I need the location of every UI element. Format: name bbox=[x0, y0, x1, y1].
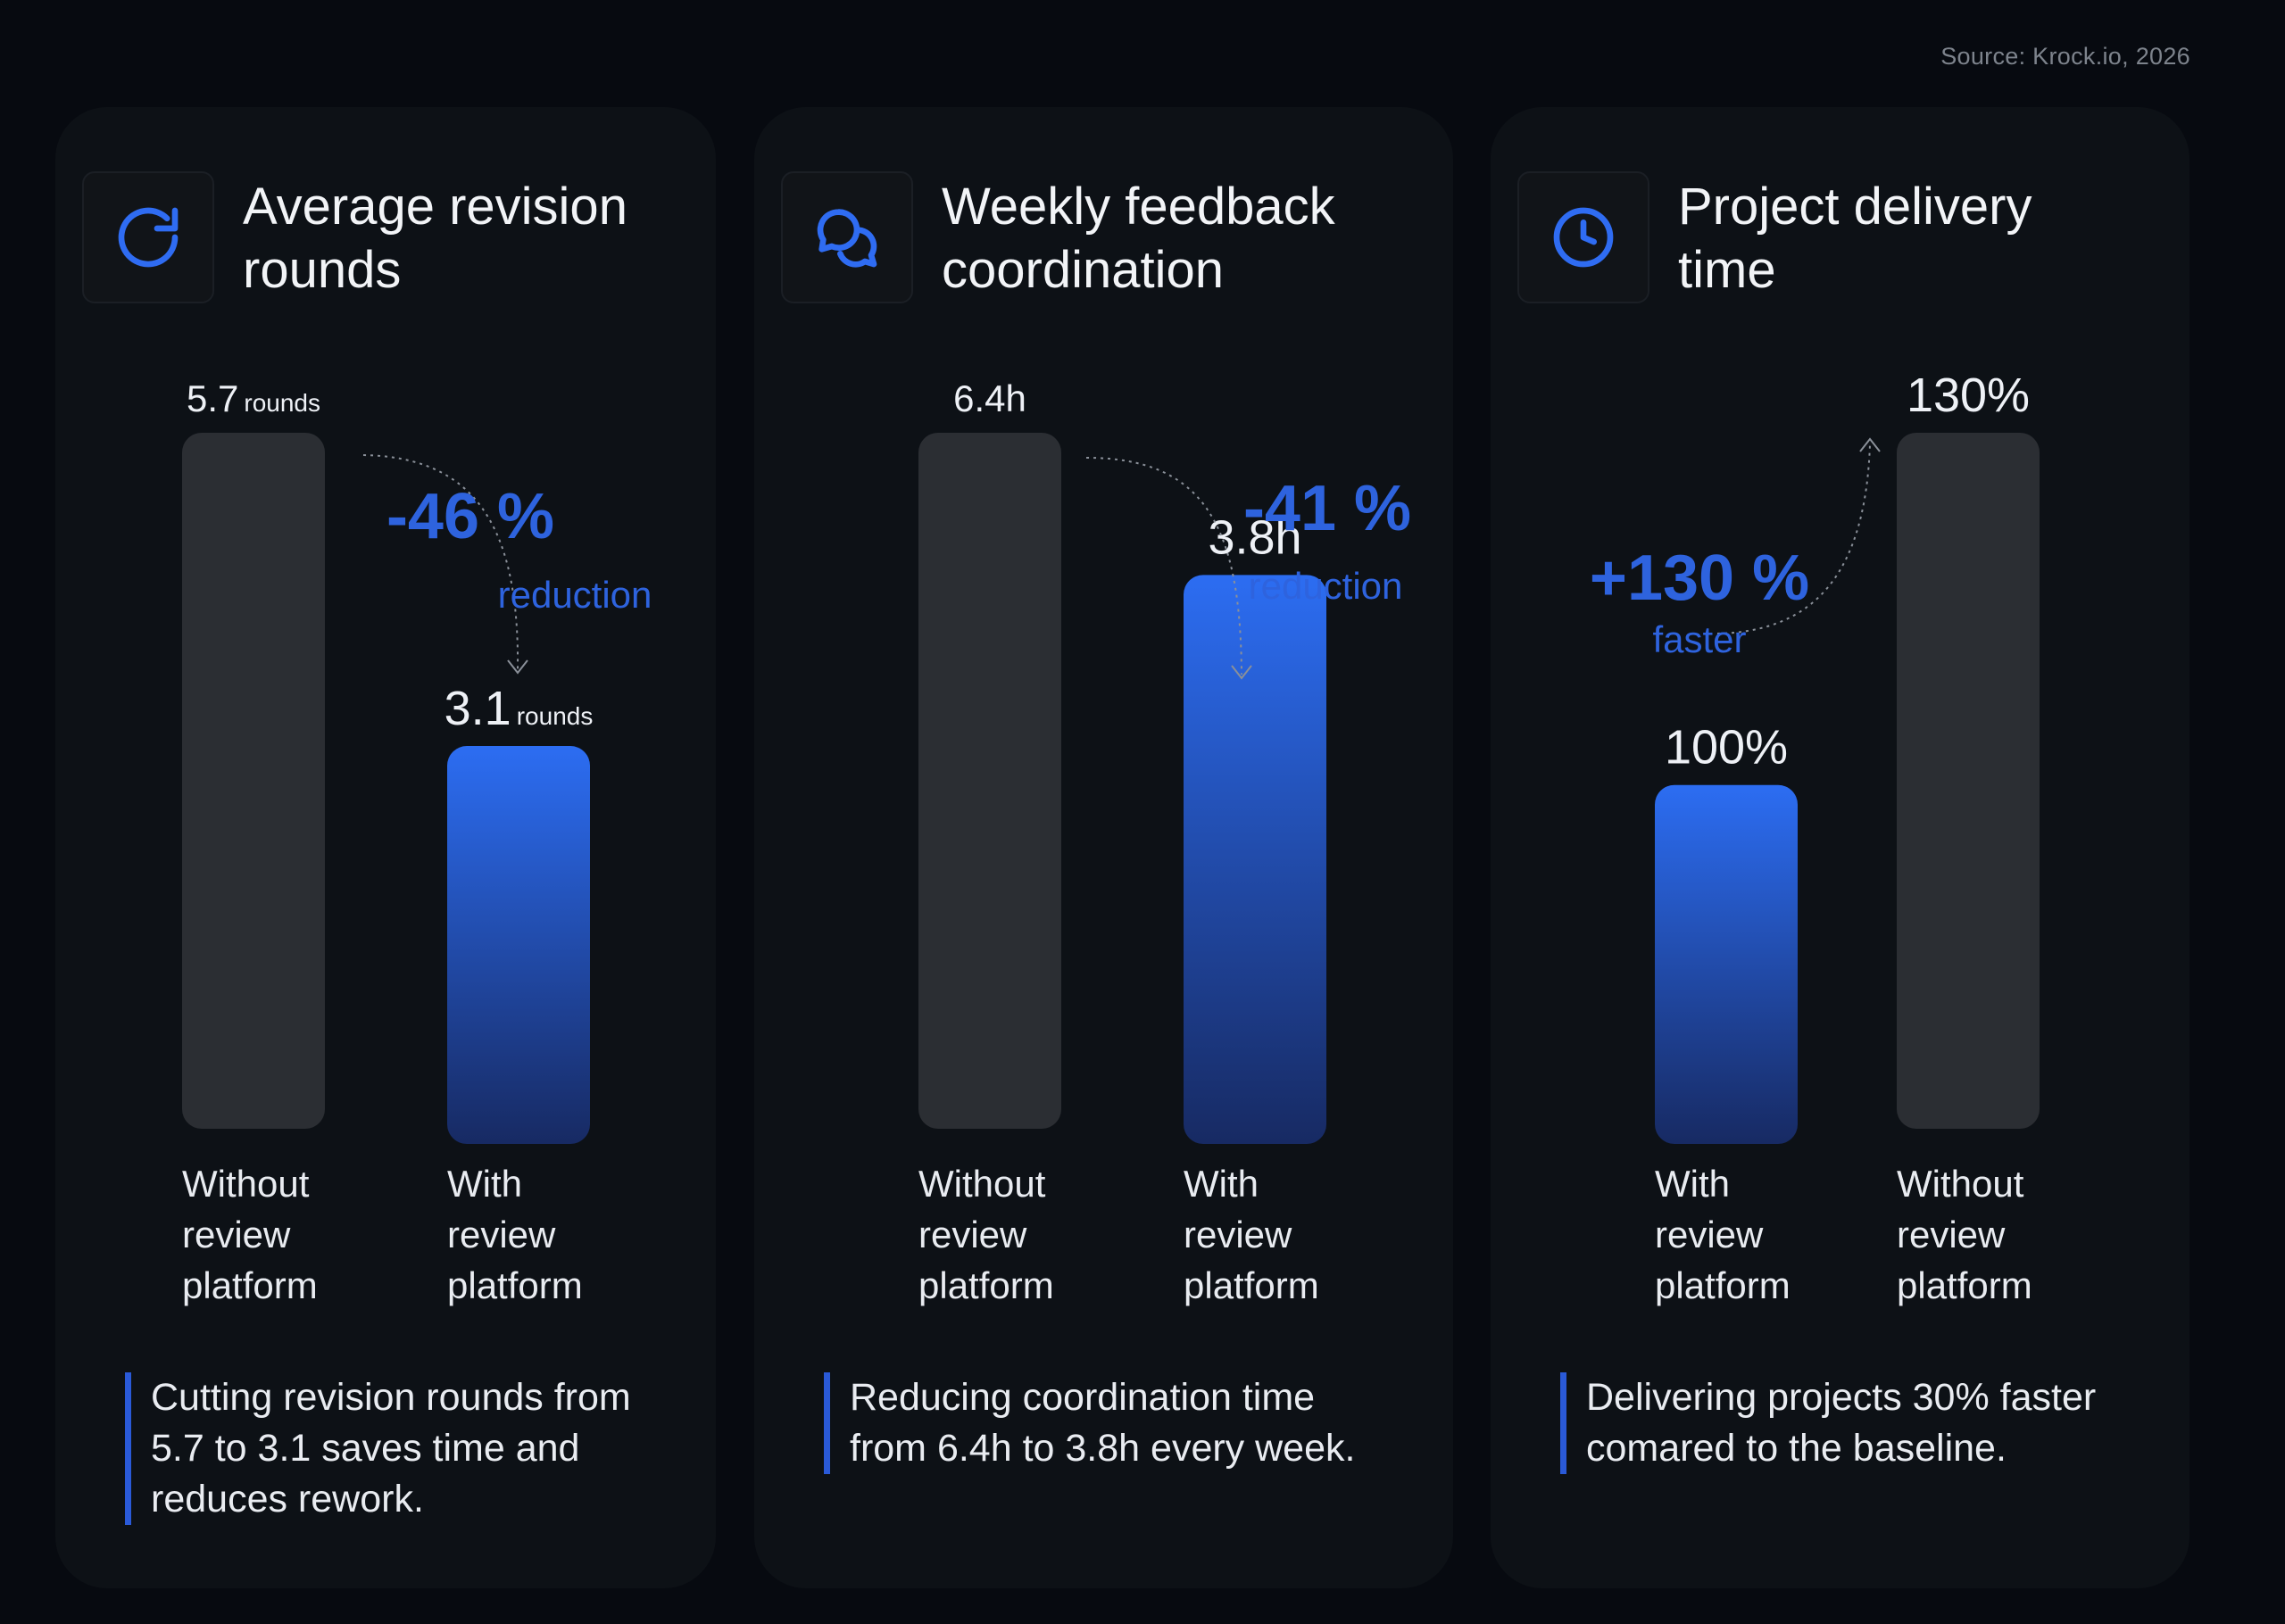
trend-arrow-head bbox=[507, 659, 528, 675]
bar-label-with: With review platform bbox=[447, 1163, 583, 1306]
bar-2 bbox=[1897, 433, 2040, 1129]
delivery-time-chart: 100% 130% bbox=[1655, 369, 2040, 1144]
bar-label-without: Without review platform bbox=[182, 1163, 318, 1306]
bar-label-with: With review platform bbox=[1184, 1163, 1319, 1306]
delivery-time-card: Project delivery time 100% 130% +130 % fa… bbox=[1491, 107, 2189, 1588]
refresh-icon bbox=[82, 171, 214, 303]
value-label-2: 3.8h bbox=[1208, 510, 1301, 564]
bar-label-without: Without review platform bbox=[1897, 1163, 2032, 1306]
card-title: Average revision rounds bbox=[243, 178, 627, 299]
feedback-coordination-chart: 6.4h 3.8h bbox=[918, 377, 1326, 1144]
card-note: Delivering projects 30% faster comared t… bbox=[1560, 1372, 2104, 1474]
value-label-1: 5.7 rounds bbox=[187, 377, 320, 419]
card-note: Reducing coordination time from 6.4h to … bbox=[824, 1372, 1367, 1474]
delta-label: reduction bbox=[497, 574, 652, 616]
card-title: Project delivery time bbox=[1678, 178, 2032, 299]
trend-arrow bbox=[1085, 457, 1242, 675]
bar-2 bbox=[1184, 575, 1326, 1144]
bar-1 bbox=[1655, 784, 1798, 1144]
bar-1 bbox=[182, 433, 325, 1129]
revision-rounds-card: Average revision rounds 5.7 rounds 3.1 roun… bbox=[55, 107, 716, 1588]
delta-label: reduction bbox=[1248, 565, 1403, 607]
value-label-2: 3.1 rounds bbox=[445, 682, 594, 735]
delta-value: -46 % bbox=[386, 481, 555, 552]
source-note: Source: Krock.io, 2026 bbox=[1940, 43, 2190, 70]
bar-label-without: Without review platform bbox=[918, 1163, 1054, 1306]
bar-label-with: With review platform bbox=[1655, 1163, 1791, 1306]
bar-1 bbox=[918, 433, 1061, 1129]
feedback-coordination-card: Weekly feedback coordination 6.4h 3.8h -4… bbox=[754, 107, 1453, 1588]
delta-value: +130 % bbox=[1589, 543, 1810, 614]
trend-arrow bbox=[362, 454, 519, 670]
revision-rounds-chart: 5.7 rounds 3.1 rounds bbox=[182, 377, 594, 1144]
clock-icon bbox=[1517, 171, 1649, 303]
chat-bubbles-icon bbox=[781, 171, 913, 303]
bar-2 bbox=[447, 746, 590, 1144]
value-label-2: 130% bbox=[1907, 369, 2030, 422]
value-label-1: 6.4h bbox=[953, 377, 1026, 419]
trend-arrow-head bbox=[1859, 437, 1881, 452]
delta-value: -41 % bbox=[1242, 473, 1412, 544]
card-title: Weekly feedback coordination bbox=[942, 178, 1335, 299]
card-note: Cutting revision rounds from 5.7 to 3.1 … bbox=[125, 1372, 669, 1525]
trend-arrow-head bbox=[1231, 665, 1252, 680]
delta-label: faster bbox=[1652, 618, 1747, 660]
trend-arrow bbox=[1716, 443, 1871, 634]
value-label-1: 100% bbox=[1665, 721, 1788, 775]
